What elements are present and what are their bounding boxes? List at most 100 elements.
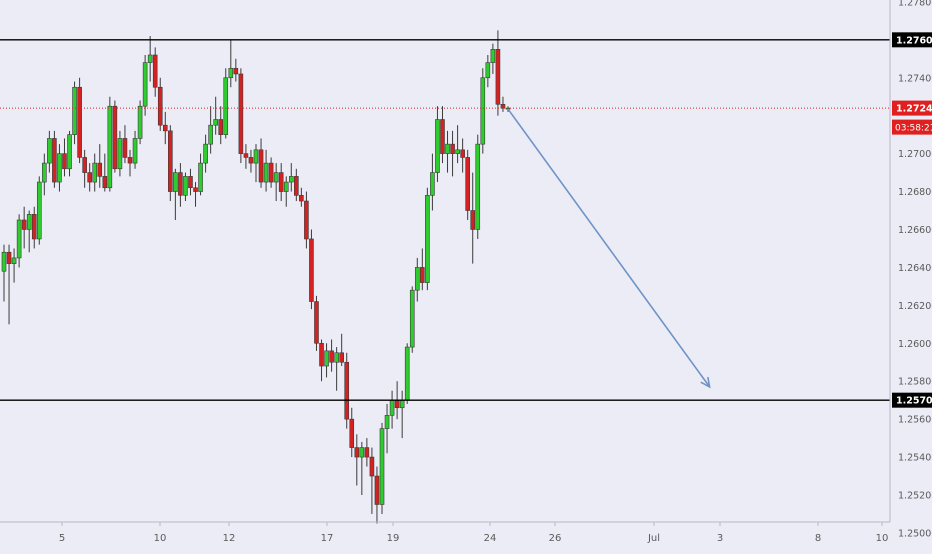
candle[interactable] (107, 96, 113, 192)
candle[interactable] (57, 144, 62, 192)
candle[interactable] (223, 68, 229, 139)
candle[interactable] (334, 347, 339, 391)
candle[interactable] (450, 130, 455, 177)
candle[interactable] (72, 81, 77, 145)
candle[interactable] (500, 96, 506, 112)
candle[interactable] (440, 106, 445, 164)
candle[interactable] (228, 39, 234, 88)
candle[interactable] (314, 295, 319, 351)
candle[interactable] (183, 172, 188, 202)
candle[interactable] (324, 343, 329, 378)
candle[interactable] (102, 153, 108, 192)
candle[interactable] (404, 343, 410, 404)
candle[interactable] (364, 438, 370, 467)
candle[interactable] (359, 441, 365, 495)
candle[interactable] (299, 187, 304, 207)
candle[interactable] (162, 111, 168, 145)
candle[interactable] (31, 206, 37, 249)
candle[interactable] (344, 352, 350, 429)
time-axis[interactable]: 5 10 12 17 19 24 26 Jul 3 8 10 (59, 522, 889, 544)
candle[interactable] (117, 130, 123, 177)
candle[interactable] (420, 248, 425, 291)
candle[interactable] (62, 138, 67, 177)
candle[interactable] (304, 191, 309, 249)
candle[interactable] (258, 138, 264, 188)
candle[interactable] (384, 403, 390, 454)
candle[interactable] (213, 96, 218, 135)
candle[interactable] (455, 125, 460, 164)
candle[interactable] (414, 257, 420, 302)
candle[interactable] (369, 447, 375, 514)
candle[interactable] (354, 434, 360, 486)
candle[interactable] (198, 153, 203, 196)
candle[interactable] (495, 30, 501, 116)
candle[interactable] (374, 466, 380, 524)
candle[interactable] (47, 130, 52, 173)
candle[interactable] (319, 339, 324, 382)
candle[interactable] (82, 149, 87, 188)
candle[interactable] (233, 58, 239, 82)
candle[interactable] (238, 68, 244, 164)
candle[interactable] (36, 176, 42, 245)
candle[interactable] (42, 153, 47, 196)
candle[interactable] (168, 125, 173, 202)
price-axis[interactable]: 1.27800 1.27600 1.27400 1.27240 1.27000 1.268… (892, 0, 932, 539)
candle[interactable] (253, 144, 259, 183)
candle[interactable] (112, 100, 118, 173)
candle[interactable] (278, 163, 284, 202)
trend-arrow-line[interactable] (507, 108, 711, 388)
candle[interactable] (188, 168, 193, 196)
candle[interactable] (445, 130, 450, 173)
candle[interactable] (294, 168, 299, 202)
candle[interactable] (248, 149, 254, 173)
candle[interactable] (475, 134, 481, 239)
candle[interactable] (11, 248, 17, 283)
candle[interactable] (425, 187, 430, 291)
candle[interactable] (97, 144, 103, 188)
candle[interactable] (173, 168, 178, 220)
candle[interactable] (208, 106, 213, 154)
candle[interactable] (339, 333, 344, 367)
candle[interactable] (122, 125, 128, 164)
candle[interactable] (329, 339, 334, 372)
candle[interactable] (77, 77, 82, 164)
candle[interactable] (193, 182, 198, 207)
candle[interactable] (349, 407, 355, 458)
candle[interactable] (273, 163, 279, 202)
candle[interactable] (268, 157, 274, 188)
candle[interactable] (147, 36, 153, 82)
candle[interactable] (480, 68, 486, 154)
arrow-layer[interactable] (507, 108, 711, 389)
candle[interactable] (288, 163, 294, 192)
candle[interactable] (283, 176, 289, 207)
candle[interactable] (470, 172, 476, 264)
candle[interactable] (178, 163, 183, 207)
candle[interactable] (21, 206, 27, 249)
candle[interactable] (87, 163, 92, 192)
candle[interactable] (203, 134, 208, 173)
candle[interactable] (16, 214, 22, 268)
candle[interactable] (137, 100, 143, 145)
candle[interactable] (1, 244, 7, 302)
candle[interactable] (142, 55, 148, 116)
candle[interactable] (218, 106, 224, 145)
candle[interactable] (309, 229, 314, 310)
candle[interactable] (430, 153, 435, 211)
candle[interactable] (52, 130, 57, 188)
candle[interactable] (26, 210, 32, 253)
candle[interactable] (379, 422, 385, 514)
candle[interactable] (409, 286, 415, 353)
candle[interactable] (465, 149, 470, 220)
candle[interactable] (127, 149, 133, 177)
candle[interactable] (67, 130, 72, 177)
candle[interactable] (132, 130, 138, 169)
candle[interactable] (243, 144, 249, 169)
candle[interactable] (435, 106, 440, 183)
candle[interactable] (460, 138, 465, 173)
candle[interactable] (263, 149, 269, 192)
candle[interactable] (6, 244, 12, 325)
candle[interactable] (152, 47, 158, 97)
candle[interactable] (157, 77, 163, 131)
